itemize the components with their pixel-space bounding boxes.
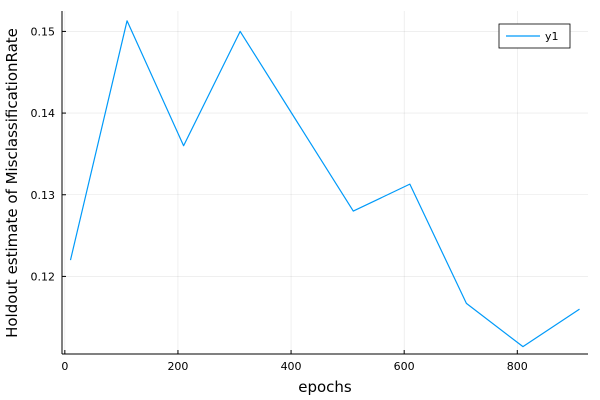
data-point xyxy=(295,120,298,123)
legend: y1 xyxy=(498,23,571,49)
y-tick-label: 0.14 xyxy=(31,107,56,120)
x-tick-label: 400 xyxy=(281,360,302,373)
data-point xyxy=(126,19,129,22)
data-point xyxy=(239,30,242,33)
data-point xyxy=(578,308,581,311)
data-point xyxy=(521,345,524,348)
y-tick-label: 0.15 xyxy=(31,25,56,38)
axis-ticks: 0 200 400 600 800 0.12 0.13 0.14 0.15 xyxy=(31,25,528,373)
legend-label-y1: y1 xyxy=(545,30,559,43)
series-lines xyxy=(69,19,581,348)
x-tick-label: 0 xyxy=(61,360,68,373)
y-tick-label: 0.13 xyxy=(31,189,56,202)
x-axis-label: epochs xyxy=(298,378,352,396)
data-point xyxy=(465,302,468,305)
grid-lines xyxy=(62,11,588,354)
x-tick-label: 600 xyxy=(394,360,415,373)
y-axis-label: Holdout estimate of MisclassificationRat… xyxy=(3,28,21,338)
x-tick-label: 200 xyxy=(167,360,188,373)
data-point xyxy=(352,210,355,213)
x-tick-label: 800 xyxy=(507,360,528,373)
axes-frame xyxy=(61,11,588,355)
data-point xyxy=(182,144,185,147)
data-point xyxy=(69,259,72,262)
series-line-y1 xyxy=(69,20,580,348)
data-point xyxy=(408,183,411,186)
y-tick-label: 0.12 xyxy=(31,270,56,283)
